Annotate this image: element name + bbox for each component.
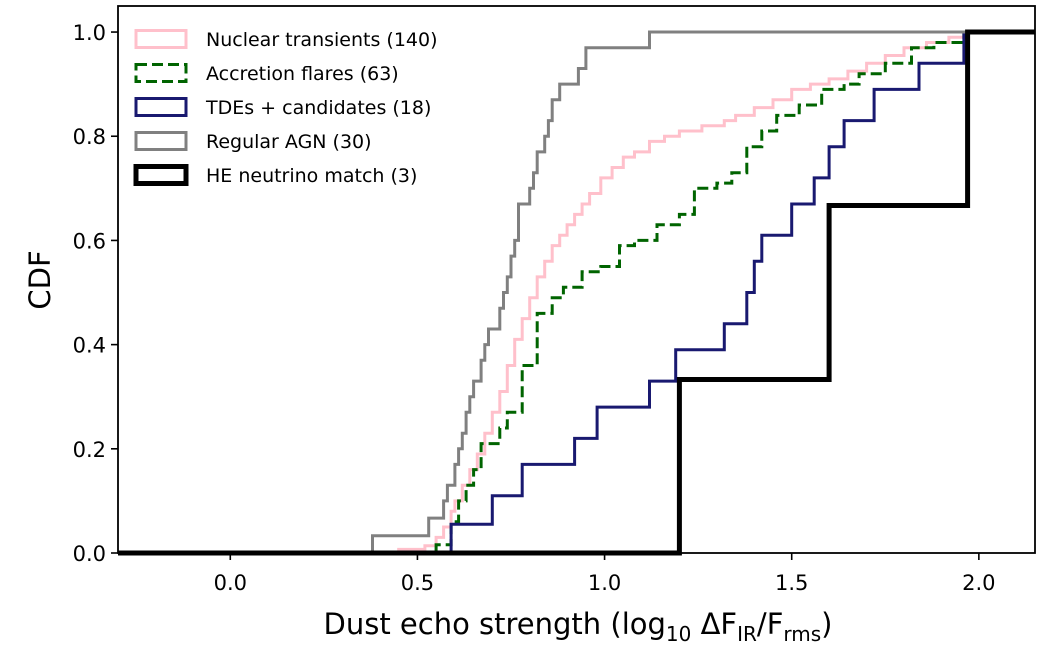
x-axis: 0.0 0.5 1.0 1.5 2.0 [214, 553, 996, 595]
x-tick-label: 1.0 [588, 571, 621, 595]
x-label-slash-f: /F [757, 607, 783, 641]
plot-frame [117, 5, 1036, 554]
x-axis-label: Dust echo strength (log10 ΔFIR/Frms) [324, 607, 833, 646]
legend-label-tdes-candidates-18: TDEs + candidates (18) [205, 97, 431, 119]
series-line-regular-agn-30 [118, 30, 1035, 555]
legend-label-nuclear-transients-140: Nuclear transients (140) [206, 29, 438, 51]
y-axis-label: CDF [23, 250, 57, 309]
series-line-he-neutrino-match-3 [118, 29, 1035, 556]
legend-swatch-nuclear-transients-140 [134, 29, 188, 49]
x-label-sub-ir: IR [737, 622, 757, 646]
legend-swatch-tdes-candidates-18 [134, 97, 188, 117]
plot-background [118, 6, 1035, 553]
x-tick-label: 0.0 [214, 571, 247, 595]
legend-label-he-neutrino-match-3: HE neutrino match (3) [206, 165, 417, 187]
x-tick-label: 0.5 [401, 571, 434, 595]
series-line-tdes-candidates-18 [118, 30, 1035, 555]
x-label-close: ) [821, 607, 832, 641]
y-tick-label: 0.8 [73, 125, 106, 149]
y-axis: 0.0 0.2 0.4 0.6 0.8 1.0 [73, 21, 118, 566]
x-tick-label: 1.5 [775, 571, 808, 595]
y-tick-label: 0.6 [73, 229, 106, 253]
legend: Nuclear transients (140) Accretion flares… [133, 29, 438, 187]
legend-swatch-accretion-flares-63 [134, 63, 188, 83]
y-tick-label: 0.2 [73, 438, 106, 462]
x-tick-label: 2.0 [962, 571, 995, 595]
legend-label-accretion-flares-63: Accretion flares (63) [206, 63, 399, 85]
legend-swatch-regular-agn-30 [134, 131, 188, 151]
y-tick-label: 1.0 [73, 21, 106, 45]
x-label-main: Dust echo strength (log [324, 607, 666, 641]
y-tick-label: 0.0 [73, 542, 106, 566]
x-label-sub-10: 10 [666, 622, 691, 646]
x-label-delta-f: ΔF [691, 607, 737, 641]
series-layer [118, 29, 1035, 556]
x-label-sub-rms: rms [783, 622, 821, 646]
y-tick-label: 0.4 [73, 334, 106, 358]
legend-swatch-he-neutrino-match-3 [133, 164, 189, 186]
series-line-accretion-flares-63 [118, 30, 1035, 555]
legend-label-regular-agn-30: Regular AGN (30) [206, 131, 372, 153]
